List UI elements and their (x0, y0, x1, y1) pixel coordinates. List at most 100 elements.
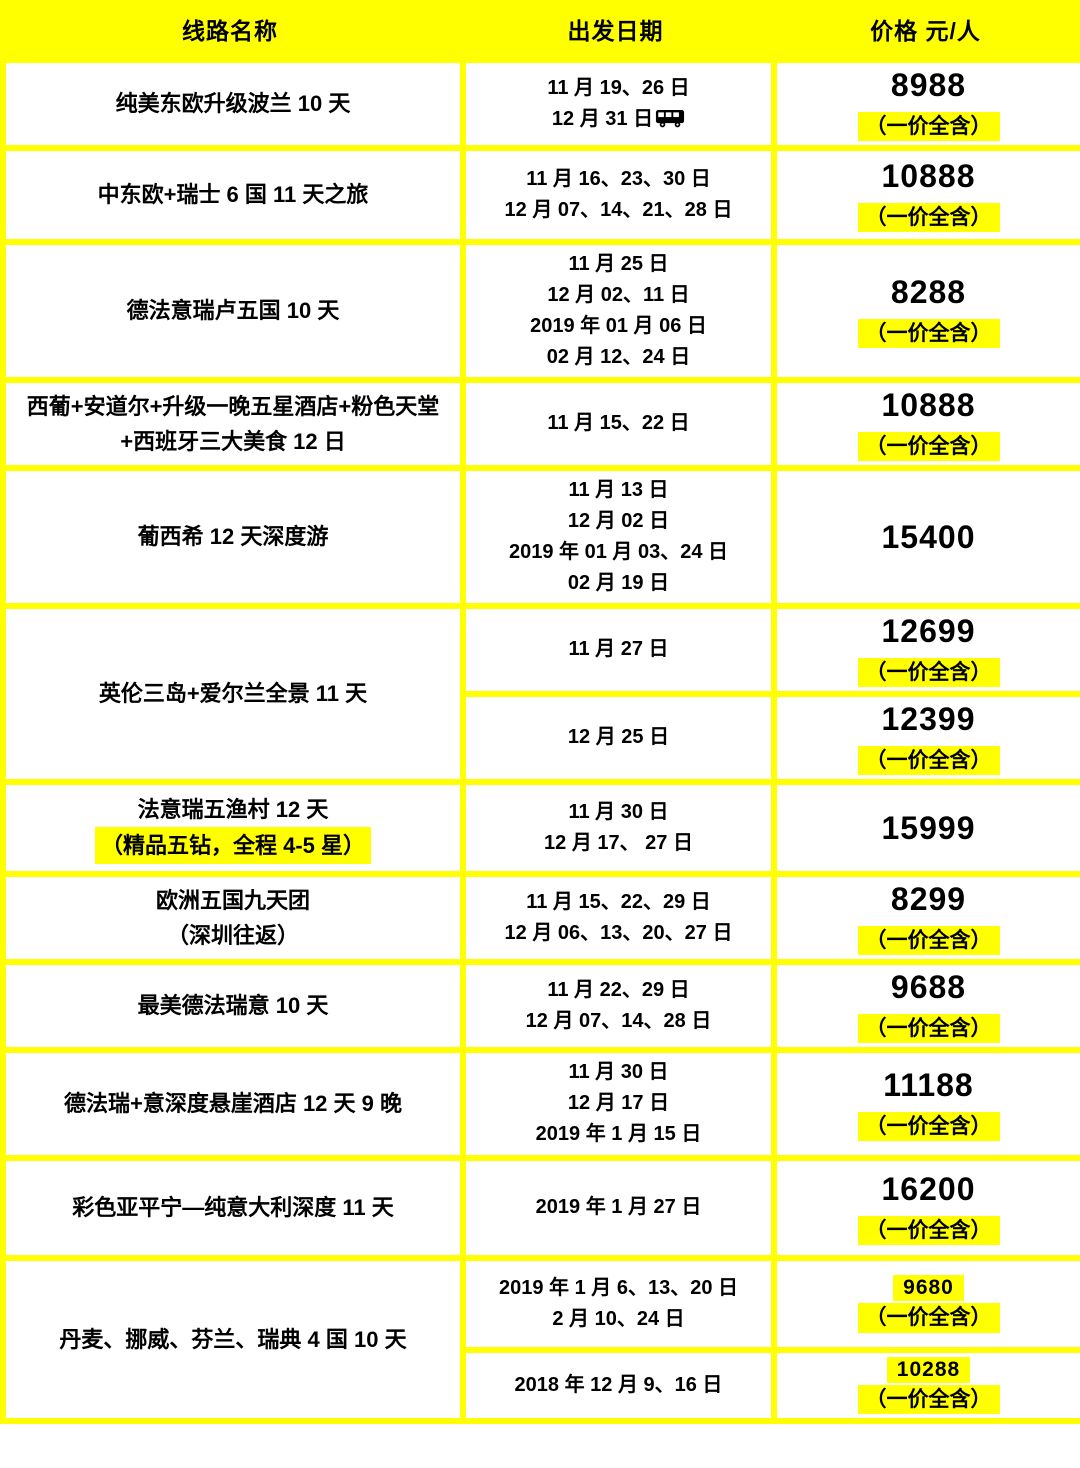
date-line: 11 月 22、29 日 (547, 978, 690, 1001)
date-line: 2 月 10、24 日 (552, 1307, 685, 1330)
price-badge: （一价全含） (857, 1385, 1000, 1415)
route-name-cell: 彩色亚平宁—纯意大利深度 11 天 (0, 1154, 466, 1261)
route-name-cell: 德法意瑞卢五国 10 天 (0, 239, 466, 383)
price-cell: 9680 （一价全含） (771, 1254, 1080, 1353)
departure-date-cell: 11 月 19、26 日 12 月 31 日 (460, 57, 777, 151)
departure-date-cell: 12 月 25 日 (460, 690, 777, 785)
route-name-cell: 丹麦、挪威、芬兰、瑞典 4 国 10 天 (0, 1254, 466, 1425)
date-line: 12 月 02 日 (567, 509, 670, 532)
header-departure-date: 出发日期 (567, 17, 664, 44)
date-line: 12 月 31 日 (551, 108, 654, 130)
date-line: 2019 年 1 月 27 日 (535, 1196, 702, 1219)
table-row: 丹麦、挪威、芬兰、瑞典 4 国 10 天 2019 年 1 月 6、13、20 日… (0, 1254, 1080, 1425)
departure-date-cell: 11 月 22、29 日 12 月 07、14、28 日 (460, 958, 777, 1053)
table-row: 中东欧+瑞士 6 国 11 天之旅 11 月 16、23、30 日 12 月 07、… (0, 145, 1080, 245)
date-line: 2019 年 1 月 15 日 (535, 1123, 702, 1146)
route-name-line: （精品五钻，全程 4-5 星） (94, 826, 372, 865)
bus-icon (656, 110, 685, 128)
route-name-line: 葡西希 12 天深度游 (137, 524, 329, 550)
table-row: 西葡+安道尔+升级一晚五星酒店+粉色天堂 +西班牙三大美食 12 日 11 月 15… (0, 377, 1080, 471)
departure-date-cell: 2018 年 12 月 9、16 日 (460, 1346, 777, 1425)
price-table: 纯美东欧升级波兰 10 天 11 月 19、26 日 12 月 31 日 8988 （一… (0, 57, 1080, 1425)
departure-date-cell: 11 月 15、22、29 日 12 月 06、13、20、27 日 (460, 870, 777, 965)
price-cell: 10288 （一价全含） (771, 1346, 1080, 1425)
table-row: 德法瑞+意深度悬崖酒店 12 天 9 晚 11 月 30 日 12 月 17 日 20… (0, 1046, 1080, 1161)
route-name-line: 德法意瑞卢五国 10 天 (126, 298, 340, 324)
table-row: 2018 年 12 月 9、16 日 10288 （一价全含） (3, 1346, 1080, 1425)
price-cell: 16200 （一价全含） (771, 1154, 1080, 1261)
price-cell: 10888 （一价全含） (771, 145, 1080, 245)
price-badge: （一价全含） (857, 1013, 1000, 1043)
date-line: 12 月 07、14、28 日 (525, 1009, 712, 1032)
route-name-line: 法意瑞五渔村 12 天 (137, 796, 329, 822)
date-line: 2019 年 01 月 03、24 日 (508, 540, 728, 563)
price-badge: （一价全含） (857, 925, 1000, 955)
date-line: 11 月 30 日 (568, 1061, 669, 1084)
table-row: 彩色亚平宁—纯意大利深度 11 天 2019 年 1 月 27 日 16200 （一价… (0, 1154, 1080, 1261)
route-name-line: +西班牙三大美食 12 日 (120, 428, 346, 454)
departure-date-cell: 11 月 30 日 12 月 17 日 2019 年 1 月 15 日 (460, 1046, 777, 1161)
price-cell: 9688 （一价全含） (771, 958, 1080, 1053)
price-cell: 10888 （一价全含） (771, 377, 1080, 471)
price-value: 10888 (881, 387, 976, 423)
route-name-line: （深圳往返） (166, 922, 299, 948)
route-name-line: 纯美东欧升级波兰 10 天 (115, 91, 351, 117)
departure-date-cell: 11 月 30 日 12 月 17、 27 日 (460, 778, 777, 877)
price-badge: （一价全含） (857, 1111, 1000, 1141)
table-row: 葡西希 12 天深度游 11 月 13 日 12 月 02 日 2019 年 01 月… (0, 464, 1080, 609)
departure-date-cell: 11 月 25 日 12 月 02、11 日 2019 年 01 月 06 日 02 … (460, 239, 777, 383)
route-name-cell: 欧洲五国九天团 （深圳往返） (0, 870, 466, 965)
date-line: 12 月 25 日 (567, 726, 670, 749)
price-badge: （一价全含） (857, 1215, 1000, 1245)
price-cell: 15400 (771, 464, 1080, 609)
price-value: 11188 (883, 1066, 974, 1103)
price-badge: （一价全含） (857, 657, 1000, 687)
table-row: 最美德法瑞意 10 天 11 月 22、29 日 12 月 07、14、28 日 96… (0, 958, 1080, 1053)
price-value: 12399 (881, 700, 976, 737)
departure-date-cell: 11 月 15、22 日 (460, 377, 777, 471)
date-line: 2019 年 01 月 06 日 (530, 315, 707, 337)
price-badge: （一价全含） (857, 318, 1000, 348)
price-badge: （一价全含） (857, 1303, 1000, 1333)
date-line: 11 月 19、26 日 (547, 77, 690, 99)
departure-date-cell: 11 月 13 日 12 月 02 日 2019 年 01 月 03、24 日 02 … (460, 464, 777, 609)
date-line: 02 月 12、24 日 (546, 346, 691, 368)
price-value: 12699 (881, 612, 976, 649)
route-name-cell: 最美德法瑞意 10 天 (0, 958, 466, 1053)
route-name-cell: 英伦三岛+爱尔兰全景 11 天 (0, 602, 466, 785)
date-line: 2018 年 12 月 9、16 日 (514, 1374, 723, 1397)
date-line: 02 月 19 日 (567, 571, 670, 594)
table-row: 欧洲五国九天团 （深圳往返） 11 月 15、22、29 日 12 月 06、13、2… (0, 870, 1080, 965)
departure-date-cell: 2019 年 1 月 6、13、20 日 2 月 10、24 日 (460, 1254, 777, 1353)
date-line: 11 月 16、23、30 日 (526, 168, 711, 190)
price-table-body: 纯美东欧升级波兰 10 天 11 月 19、26 日 12 月 31 日 8988 （一… (0, 57, 1080, 1425)
route-name-line: 欧洲五国九天团 (155, 887, 310, 913)
route-name-cell: 法意瑞五渔村 12 天 （精品五钻，全程 4-5 星） (0, 778, 466, 877)
departure-date-cell: 2019 年 1 月 27 日 (460, 1154, 777, 1261)
price-value: 8988 (890, 67, 967, 103)
route-name-line: 丹麦、挪威、芬兰、瑞典 4 国 10 天 (59, 1326, 407, 1352)
table-row: 德法意瑞卢五国 10 天 11 月 25 日 12 月 02、11 日 2019 年 … (0, 239, 1080, 383)
table-row: 英伦三岛+爱尔兰全景 11 天 11 月 27 日 12699 （一价全含） (0, 602, 1080, 785)
route-name-line: 德法瑞+意深度悬崖酒店 12 天 9 晚 (63, 1091, 402, 1117)
route-name-cell: 葡西希 12 天深度游 (0, 464, 466, 609)
date-line: 11 月 25 日 (568, 253, 669, 275)
price-value: 10888 (881, 158, 976, 194)
route-name-line: 中东欧+瑞士 6 国 11 天之旅 (97, 182, 369, 208)
price-value: 15400 (881, 518, 976, 555)
price-cell: 8988 （一价全含） (771, 57, 1080, 151)
price-badge: （一价全含） (857, 431, 1000, 461)
route-name-line: 英伦三岛+爱尔兰全景 11 天 (98, 681, 368, 707)
route-name-line: 西葡+安道尔+升级一晚五星酒店+粉色天堂 (26, 393, 440, 419)
price-value: 16200 (881, 1170, 976, 1207)
date-line: 12 月 06、13、20、27 日 (504, 921, 733, 944)
header-price: 价格 元/人 (870, 17, 981, 44)
route-name-cell: 纯美东欧升级波兰 10 天 (0, 57, 466, 151)
date-line: 12 月 02、11 日 (547, 284, 690, 306)
price-badge: （一价全含） (857, 745, 1000, 775)
price-cell: 8288 （一价全含） (771, 239, 1080, 383)
price-cell: 12399 （一价全含） (771, 690, 1080, 785)
route-name-cell: 中东欧+瑞士 6 国 11 天之旅 (0, 145, 466, 245)
date-line: 11 月 30 日 (568, 800, 669, 823)
price-cell: 15999 (771, 778, 1080, 877)
